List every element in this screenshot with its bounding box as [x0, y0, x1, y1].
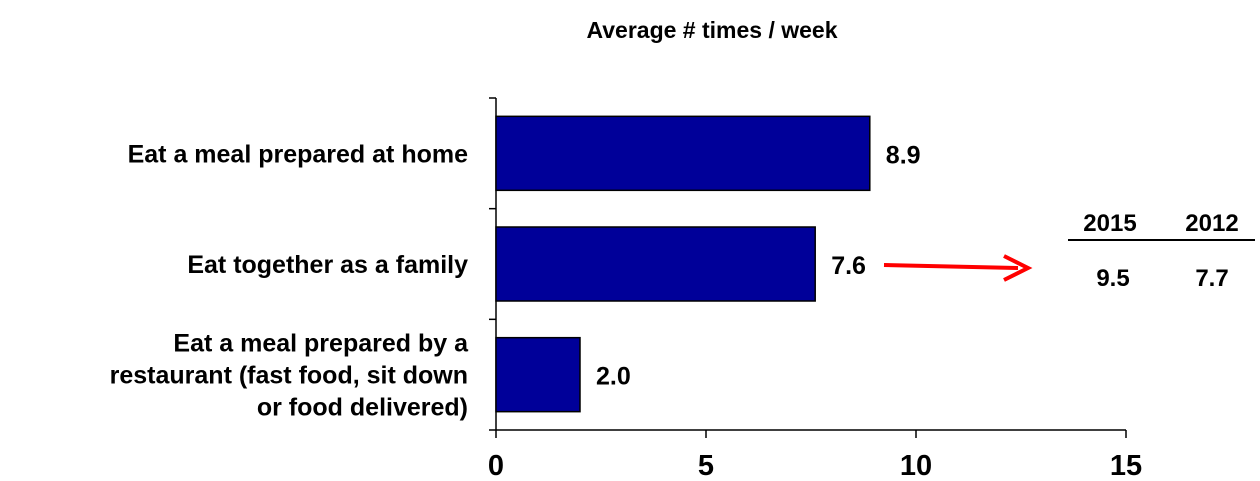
category-label: restaurant (fast food, sit down: [110, 362, 468, 390]
value-2015: 9.5: [1096, 265, 1129, 292]
category-label: Eat a meal prepared at home: [128, 140, 469, 168]
category-label: or food delivered): [257, 394, 468, 422]
category-label: Eat a meal prepared by a: [173, 330, 469, 358]
comparison-table: 2015 2012 9.5 7.7: [1068, 210, 1255, 292]
bar-value-label: 2.0: [596, 363, 631, 391]
x-tick-label: 0: [488, 450, 504, 481]
bar-value-label: 8.9: [886, 141, 921, 169]
value-2012: 7.7: [1195, 265, 1228, 292]
x-tick-label: 15: [1110, 450, 1142, 481]
x-tick-label: 10: [900, 450, 932, 481]
bar: [495, 336, 581, 413]
header-2012: 2012: [1185, 210, 1238, 237]
category-label: Eat together as a family: [187, 251, 468, 279]
bar: [495, 226, 816, 302]
x-tick-label: 5: [698, 450, 714, 481]
plot-area: 0 5 10 15 8.9 Eat a meal prepared at home 7.6 E…: [110, 97, 1142, 481]
chart-title: Average # times / week: [586, 17, 837, 43]
red-arrow-icon: [883, 254, 1033, 282]
header-2015: 2015: [1083, 210, 1136, 237]
bar: [495, 115, 871, 192]
bar-value-label: 7.6: [831, 252, 866, 280]
